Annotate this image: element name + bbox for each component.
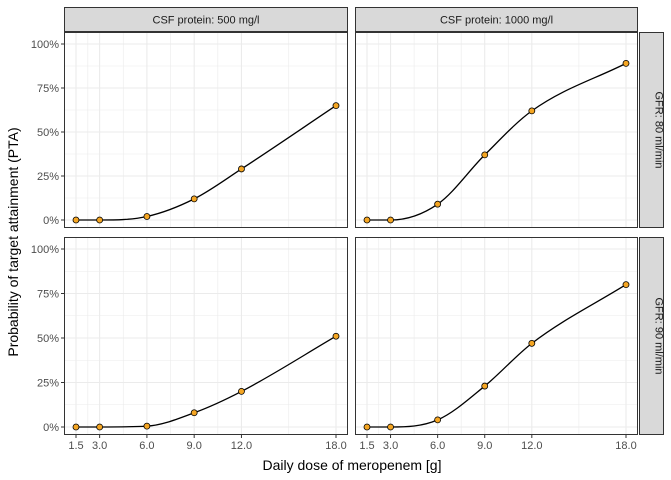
data-point [332,102,340,109]
data-point [387,216,394,224]
panel-border [64,237,348,435]
strip-background [639,237,664,435]
strip-column-2: CSF protein: 1000 mg/l [355,7,638,32]
data-point [96,216,104,224]
data-point [622,281,630,289]
data-point [96,423,104,431]
panel-border [355,237,638,435]
data-point [332,332,340,340]
data-point [238,387,245,395]
panel-background [64,32,348,228]
panel-background [355,32,638,228]
y-tick-label: 50% [37,127,59,139]
data-point [528,107,536,115]
data-point [481,151,489,159]
x-tick-label: 18.0 [325,440,346,452]
y-tick-label: 75% [37,289,59,301]
x-tick-label: 1.5 [68,440,83,452]
panel-r2-c2 [355,237,638,435]
x-tick-label: 9.0 [477,440,492,452]
y-tick-label: 25% [37,171,59,183]
data-point [363,423,371,431]
panel-r2-c1 [64,237,348,435]
strip-background [64,7,348,32]
strip-row-1: GFR: 80 ml/min [639,32,665,228]
x-axis-title: Daily dose of meropenem [g] [263,457,442,473]
panel-background [355,237,638,435]
x-tick-label: 12.0 [521,440,542,452]
data-point [434,200,442,208]
data-point [387,423,394,431]
strip-label: GFR: 80 ml/min [653,91,665,168]
data-point [190,409,198,417]
panel-background [64,237,348,435]
y-axis-title: Probability of target attainment (PTA) [5,127,21,356]
strip-background [355,7,638,32]
strip-row-2: GFR: 90 ml/min [639,237,665,435]
y-tick-label: 100% [31,39,59,51]
x-tick-label: 1.5 [359,440,374,452]
y-tick-label: 50% [37,333,59,345]
x-tick-label: 3.0 [383,440,398,452]
panel-r1-c2 [355,32,638,228]
y-tick-label: 25% [37,378,59,390]
x-tick-label: 18.0 [615,440,636,452]
x-tick-label: 9.0 [187,440,202,452]
x-tick-label: 12.0 [231,440,252,452]
strip-background [639,32,664,228]
data-point [143,422,151,430]
data-point [143,213,151,220]
data-point [363,216,371,224]
x-tick-label: 6.0 [430,440,445,452]
strip-label: CSF protein: 500 mg/l [153,15,260,27]
y-tick-label: 0% [43,422,59,434]
strip-column-1: CSF protein: 500 mg/l [64,7,348,32]
data-point [238,165,245,173]
panel-border [355,32,638,228]
panel-border [64,32,348,228]
y-tick-label: 75% [37,83,59,95]
strip-label: GFR: 90 ml/min [653,297,665,374]
data-point [622,59,630,67]
x-tick-label: 3.0 [92,440,107,452]
strip-label: CSF protein: 1000 mg/l [440,15,553,27]
data-point [528,339,536,347]
panel-r1-c1 [64,32,348,228]
data-point [434,416,442,424]
data-point [72,216,80,224]
y-tick-label: 100% [31,244,59,256]
data-point [190,195,198,203]
data-point [481,382,489,390]
y-tick-label: 0% [43,215,59,227]
data-point [72,423,80,431]
x-tick-label: 6.0 [139,440,154,452]
